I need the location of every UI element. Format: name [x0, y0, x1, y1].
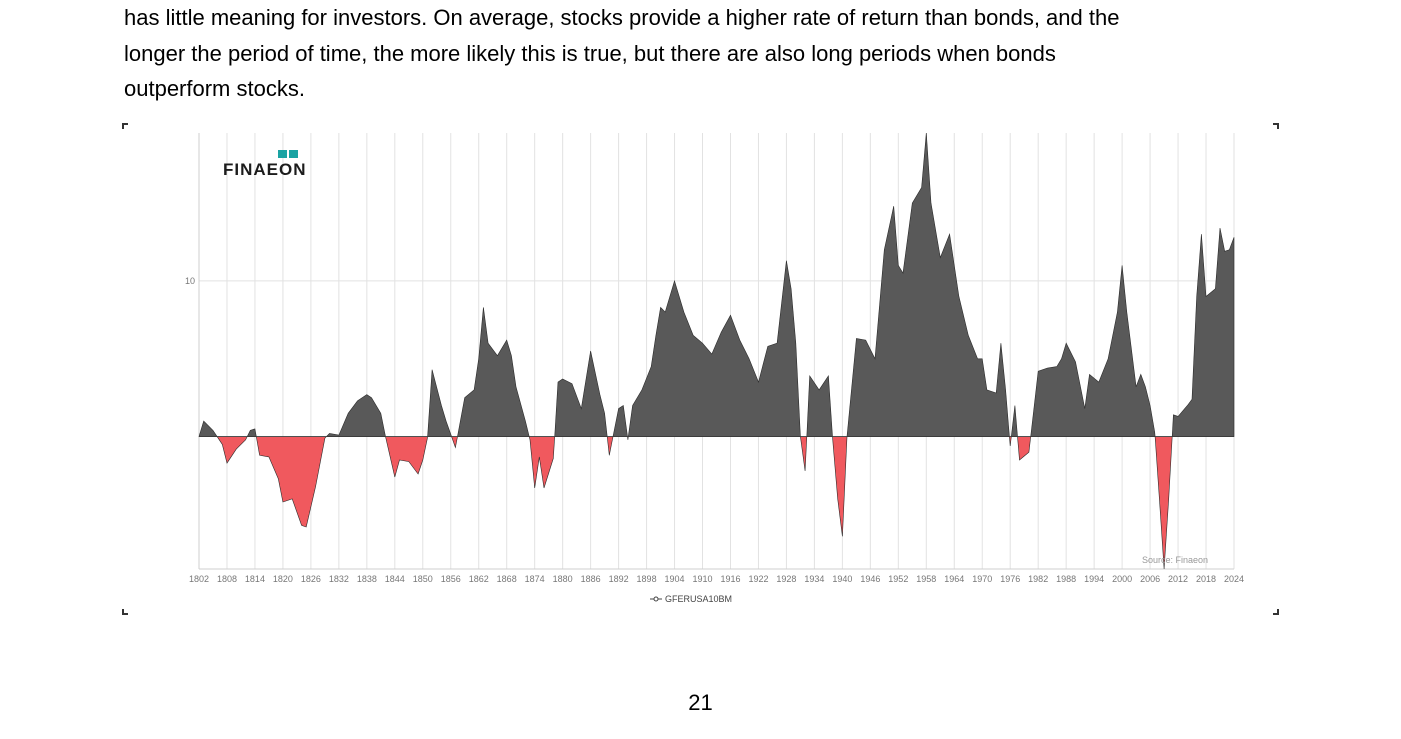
area-fills [198, 132, 1235, 570]
x-tick-label: 2000 [1112, 574, 1132, 584]
x-tick-label: 1904 [665, 574, 685, 584]
area-positive [325, 394, 386, 437]
x-tick-label: 1934 [804, 574, 824, 584]
x-tick-label: 1832 [329, 574, 349, 584]
area-chart: 1802 1808 1814 1820 1826 1832 1838 1844 1850 1856… [185, 132, 1244, 604]
area-negative [1017, 436, 1032, 461]
finaeon-logo: FINAEON [223, 150, 307, 179]
crop-mark-top-left [122, 123, 128, 129]
x-tick-label: 1988 [1056, 574, 1076, 584]
x-tick-label: 1892 [609, 574, 629, 584]
area-positive [457, 307, 530, 437]
area-negative [1154, 436, 1173, 570]
source-label: Source: Finaeon [1142, 555, 1208, 565]
area-positive [427, 369, 453, 437]
x-tick-label: 1808 [217, 574, 237, 584]
x-axis-ticks: 1802 1808 1814 1820 1826 1832 1838 1844 1850 1856… [189, 574, 1244, 584]
crop-mark-top-right [1273, 123, 1279, 129]
logo-mark-right [289, 150, 298, 158]
y-axis-ticks: 10 [185, 276, 195, 286]
x-tick-label: 1850 [413, 574, 433, 584]
x-tick-label: 1838 [357, 574, 377, 584]
x-tick-label: 1928 [776, 574, 796, 584]
legend-marker-icon [653, 596, 659, 602]
y-tick-label: 10 [185, 276, 195, 286]
x-tick-label: 1976 [1000, 574, 1020, 584]
crop-mark-bottom-right [1273, 609, 1279, 615]
x-tick-label: 1946 [860, 574, 880, 584]
area-positive [627, 260, 801, 437]
x-tick-label: 1970 [972, 574, 992, 584]
x-tick-label: 2024 [1224, 574, 1244, 584]
x-tick-label: 1802 [189, 574, 209, 584]
area-negative [255, 436, 328, 528]
body-paragraph: has little meaning for investors. On ave… [124, 0, 1284, 107]
x-tick-label: 1964 [944, 574, 964, 584]
x-tick-label: 1868 [497, 574, 517, 584]
x-tick-label: 1910 [692, 574, 712, 584]
area-negative [606, 436, 614, 456]
area-negative [627, 436, 629, 440]
area-negative [1009, 436, 1012, 447]
x-tick-label: 2012 [1168, 574, 1188, 584]
area-positive [246, 428, 257, 437]
x-tick-label: 1922 [748, 574, 768, 584]
x-tick-label: 2006 [1140, 574, 1160, 584]
x-tick-label: 1886 [581, 574, 601, 584]
x-tick-label: 1898 [637, 574, 657, 584]
area-negative [800, 436, 808, 471]
paragraph-line: outperform stocks. [124, 76, 305, 101]
area-positive [806, 374, 833, 437]
area-positive [554, 350, 608, 437]
x-tick-label: 2018 [1196, 574, 1216, 584]
gridlines [198, 133, 1235, 570]
x-tick-label: 1826 [301, 574, 321, 584]
x-tick-label: 1952 [888, 574, 908, 584]
x-tick-label: 1874 [525, 574, 545, 584]
x-tick-label: 1814 [245, 574, 265, 584]
legend-label: GFERUSA10BM [665, 594, 732, 604]
chart-figure: 1802 1808 1814 1820 1826 1832 1838 1844 1850 1856… [122, 123, 1279, 615]
area-negative [832, 436, 848, 537]
area-negative [385, 436, 428, 478]
x-tick-label: 1958 [916, 574, 936, 584]
crop-mark-bottom-left [122, 609, 128, 615]
page-number: 21 [688, 690, 713, 715]
x-tick-label: 1940 [832, 574, 852, 584]
x-tick-label: 1880 [553, 574, 573, 584]
legend: GFERUSA10BM [650, 594, 732, 604]
paragraph-line: longer the period of time, the more like… [124, 40, 1056, 66]
x-tick-label: 1844 [385, 574, 405, 584]
area-negative [451, 436, 458, 449]
x-tick-label: 1862 [469, 574, 489, 584]
area-negative [216, 436, 248, 464]
area-positive [1010, 405, 1018, 437]
x-tick-label: 1916 [720, 574, 740, 584]
paragraph-line: has little meaning for investors. On ave… [124, 5, 1120, 30]
area-positive [1171, 227, 1235, 437]
area-positive [198, 420, 218, 437]
area-positive [1030, 265, 1156, 437]
logo-text: FINAEON [223, 160, 307, 179]
area-positive [846, 132, 1010, 437]
logo-mark-left [278, 150, 287, 158]
area-negative [528, 436, 556, 489]
x-tick-label: 1820 [273, 574, 293, 584]
x-tick-label: 1856 [441, 574, 461, 584]
area-positive [612, 404, 628, 437]
x-tick-label: 1994 [1084, 574, 1104, 584]
x-tick-label: 1982 [1028, 574, 1048, 584]
